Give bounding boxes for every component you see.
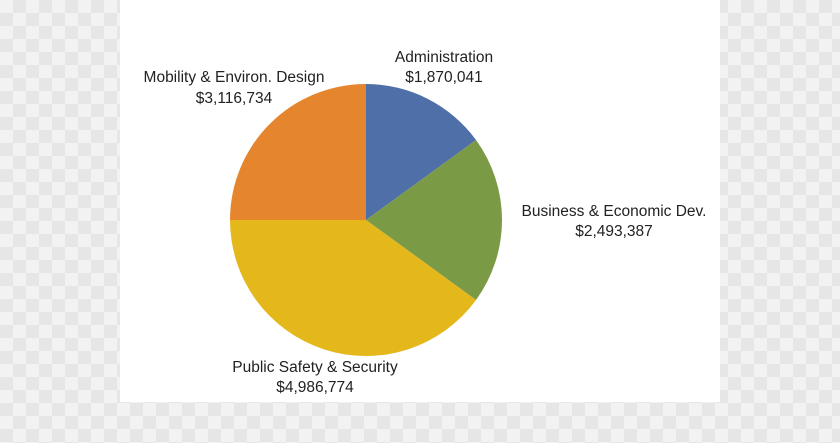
pie-slice-administration <box>366 84 477 220</box>
slice-value-administration: $1,870,041 <box>405 69 483 86</box>
pie-labels: Administration $1,870,041 Business & Eco… <box>144 49 707 396</box>
slice-value-public-safety-security: $4,986,774 <box>276 379 354 396</box>
slice-label-administration: Administration <box>395 49 493 66</box>
pie-slice-business-economic-dev <box>366 140 503 300</box>
slice-label-business-economic-dev: Business & Economic Dev. <box>522 203 707 220</box>
pie-slices <box>230 84 503 357</box>
pie-slice-mobility-environ-design <box>230 84 366 220</box>
slice-label-public-safety-security: Public Safety & Security <box>232 359 398 376</box>
pie-slice-public-safety-security <box>230 220 477 357</box>
slice-value-business-economic-dev: $2,493,387 <box>575 223 653 240</box>
slice-label-mobility-environ-design: Mobility & Environ. Design <box>144 69 325 86</box>
slice-value-mobility-environ-design: $3,116,734 <box>196 90 273 107</box>
